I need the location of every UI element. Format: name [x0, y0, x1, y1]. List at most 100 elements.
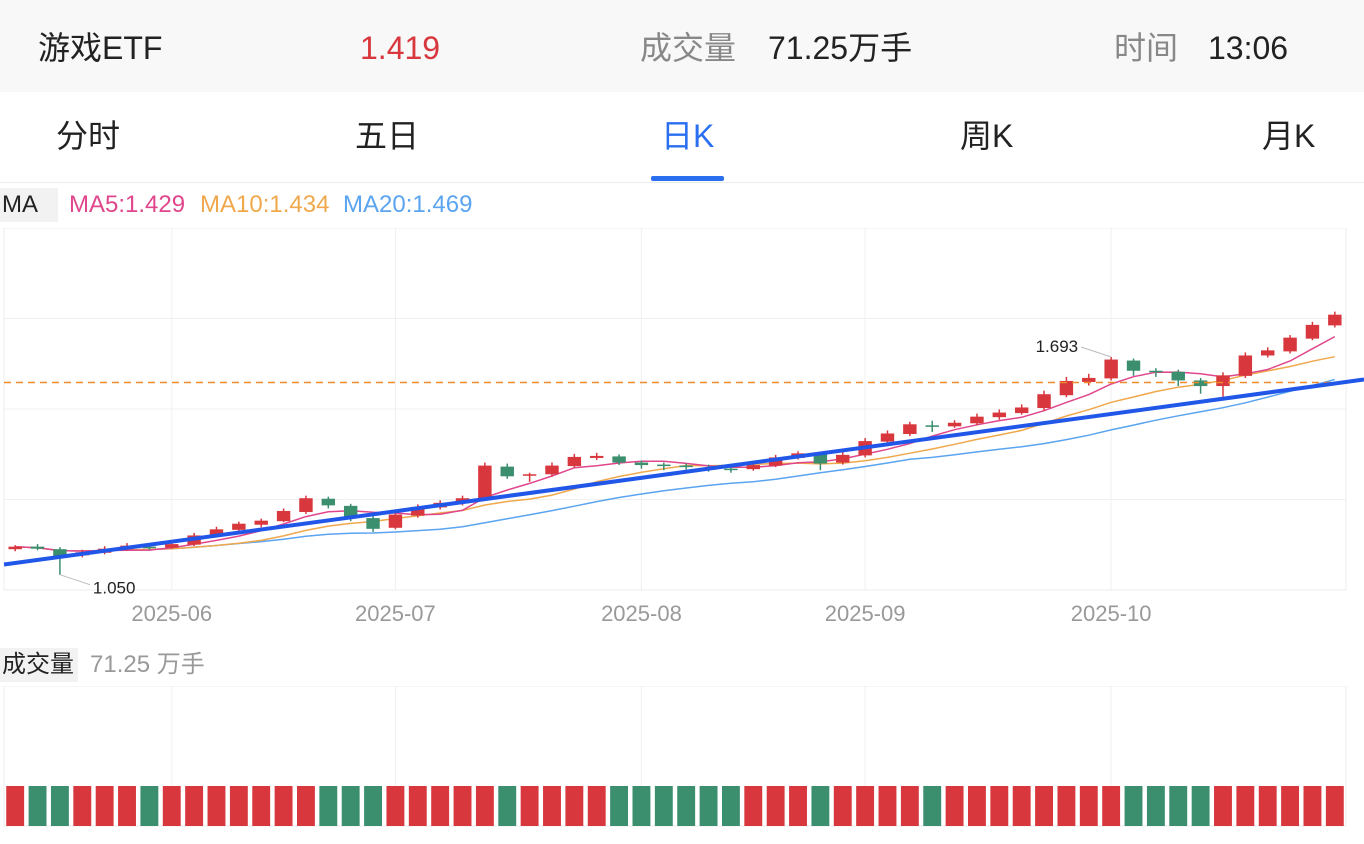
candle-body	[30, 546, 45, 549]
volume-chart[interactable]	[0, 686, 1364, 836]
candle-body	[567, 456, 582, 467]
ma20-legend: MA20:1.469	[343, 191, 473, 218]
volume-bar	[587, 786, 606, 826]
candle-body	[634, 462, 649, 466]
volume-bar	[319, 786, 338, 826]
trendline	[3, 377, 1364, 567]
volume-bar	[833, 786, 852, 826]
candle-body	[992, 412, 1007, 418]
time-label: 时间	[1114, 30, 1179, 66]
tab-daily-k[interactable]: 日K	[661, 118, 715, 154]
tab-intraday[interactable]: 分时	[56, 118, 121, 154]
quote-header: 游戏ETF 1.419 成交量 71.25万手 时间 13:06	[0, 0, 1364, 92]
volume-bar	[431, 786, 450, 826]
candle-body	[1193, 380, 1208, 387]
candle-body	[724, 468, 738, 471]
candle-body	[1082, 377, 1096, 382]
candle-body	[612, 456, 626, 463]
volume-bar	[1102, 786, 1121, 826]
volume-bar	[1214, 786, 1232, 826]
volume-bar	[900, 786, 919, 826]
volume-bar	[1191, 786, 1210, 826]
candle-body	[925, 425, 939, 427]
tab-weekly-k[interactable]: 周K	[960, 118, 1014, 154]
volume-tag: 成交量	[2, 651, 74, 678]
active-tab-indicator	[651, 176, 724, 181]
x-tick-label: 2025-08	[601, 601, 682, 626]
volume-bar	[565, 786, 584, 826]
candle-body	[522, 474, 537, 476]
volume-bar	[878, 786, 897, 826]
volume-bar	[140, 786, 159, 826]
volume-bar	[543, 786, 561, 826]
candle-body	[1037, 394, 1051, 408]
volume-bar	[968, 786, 986, 826]
candle-body	[1171, 371, 1185, 381]
volume-bar	[1057, 786, 1076, 826]
high-price-label: 1.693	[1036, 337, 1079, 356]
candle-body	[679, 465, 693, 468]
candle-body	[299, 498, 313, 512]
volume-bar	[274, 786, 293, 826]
volume-bar	[408, 786, 427, 826]
volume-bar	[766, 786, 785, 826]
volume-bar	[990, 786, 1009, 826]
volume-label: 成交量	[640, 30, 737, 66]
volume-bar	[811, 786, 830, 826]
volume-bar	[364, 786, 382, 826]
x-tick-label: 2025-06	[131, 601, 212, 626]
candle-body	[366, 518, 380, 529]
volume-bar	[923, 786, 942, 826]
candle-body	[1238, 355, 1253, 376]
candle-body	[545, 465, 559, 475]
candle-body	[836, 454, 850, 463]
volume-bar	[1303, 786, 1322, 826]
candle-body	[321, 498, 336, 506]
candle-body	[53, 549, 67, 557]
ma10-legend: MA10:1.434	[200, 191, 330, 218]
candle-body	[1261, 350, 1275, 356]
volume-bar	[721, 786, 740, 826]
volume-bar	[699, 786, 718, 826]
candle-body	[1149, 370, 1163, 373]
ma5-legend: MA5:1.429	[69, 191, 186, 218]
tab-five-day[interactable]: 五日	[355, 118, 420, 154]
volume-bar	[1124, 786, 1143, 826]
volume-bar	[475, 786, 494, 826]
volume-bar	[1035, 786, 1053, 826]
volume-bar	[28, 786, 47, 826]
volume-panel-value: 71.25 万手	[90, 651, 205, 678]
volume-bar	[1146, 786, 1165, 826]
candle-body	[209, 529, 224, 536]
x-tick-label: 2025-10	[1071, 601, 1152, 626]
volume-bar	[789, 786, 807, 826]
candle-body	[903, 424, 917, 434]
x-tick-label: 2025-07	[355, 601, 436, 626]
high-label-leader	[1080, 346, 1112, 358]
volume-bar	[297, 786, 315, 826]
candle-body	[276, 510, 291, 522]
volume-value: 71.25万手	[768, 30, 913, 66]
low-price-label: 1.050	[93, 579, 136, 598]
candle-body	[388, 514, 403, 528]
candle-body	[1014, 407, 1029, 414]
volume-bar	[73, 786, 92, 826]
period-tabs	[0, 92, 1364, 183]
candle-body	[8, 546, 22, 550]
candle-body	[1216, 375, 1230, 387]
ma-tag: MA	[2, 191, 38, 218]
candlestick-chart[interactable]: 2025-06 2025-07 2025-08 2025-09 2025-10 1.693…	[0, 228, 1364, 648]
volume-bar	[252, 786, 271, 826]
volume-bar	[1236, 786, 1255, 826]
volume-bar	[632, 786, 651, 826]
candle-body	[1126, 360, 1141, 371]
volume-bar	[677, 786, 696, 826]
candle-body	[1104, 359, 1118, 379]
volume-bar	[654, 786, 673, 826]
volume-bar	[498, 786, 517, 826]
candle-body	[657, 464, 671, 467]
volume-bar	[610, 786, 629, 826]
candle-body	[1328, 314, 1342, 326]
volume-bar	[1079, 786, 1098, 826]
tab-monthly-k[interactable]: 月K	[1262, 118, 1316, 154]
